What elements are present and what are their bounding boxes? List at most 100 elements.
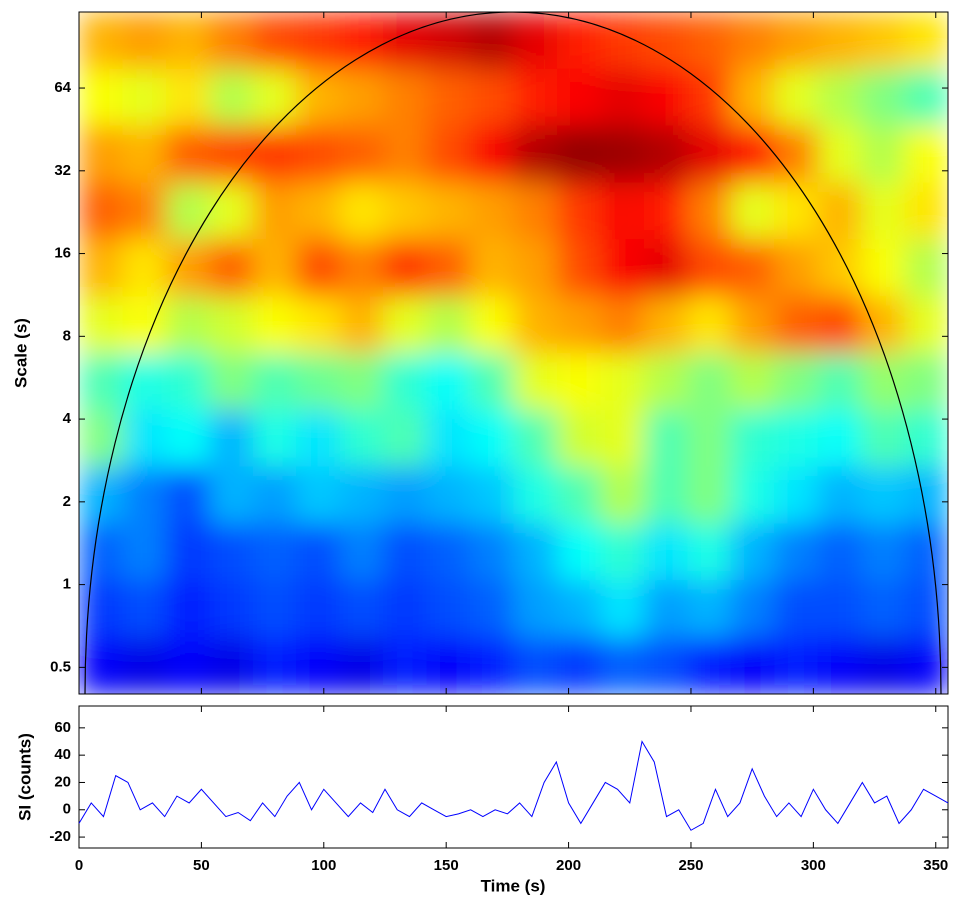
heat-cell (79, 239, 123, 297)
heat-cell (556, 580, 601, 638)
y-tick-label: 2 (63, 493, 71, 510)
heat-cell (556, 68, 601, 127)
heat-cell (600, 296, 645, 354)
heat-cell (209, 466, 254, 524)
heat-cell (252, 68, 297, 127)
heat-cell (426, 125, 471, 183)
heat-cell (774, 296, 819, 354)
heat-cell (904, 580, 948, 638)
heat-cell (209, 125, 254, 183)
heat-cell (79, 466, 123, 524)
heat-cell (296, 637, 341, 694)
heat-cell (470, 353, 514, 411)
heat-cell (600, 580, 645, 638)
heat-cell (817, 353, 862, 411)
heat-cell (165, 182, 210, 240)
heat-cell (556, 637, 601, 694)
heat-cell (600, 637, 645, 694)
heat-cell (383, 239, 428, 297)
heat-cell (296, 125, 341, 183)
heat-cell (165, 466, 210, 524)
heat-cell (774, 182, 819, 240)
x-tick-label: 200 (556, 857, 581, 874)
heat-cell (383, 296, 428, 354)
heat-cell (470, 523, 514, 581)
heat-cell (252, 296, 297, 354)
heat-cell (774, 409, 819, 468)
heat-cell (861, 239, 906, 297)
heat-cell (209, 239, 254, 297)
x-tick-label: 50 (193, 857, 210, 874)
heat-cell (556, 296, 601, 354)
heat-cell (122, 296, 167, 354)
heat-cell (209, 580, 254, 638)
heat-cell (904, 523, 948, 581)
heat-cell (339, 239, 384, 297)
heat-cell (730, 523, 775, 581)
heat-cell (774, 125, 819, 183)
heat-cell (339, 523, 384, 581)
heat-cell (383, 68, 428, 127)
heat-cell (122, 637, 167, 694)
heat-cell (79, 296, 123, 354)
heat-cell (209, 182, 254, 240)
heat-cell (296, 12, 341, 70)
x-tick-label: 0 (75, 857, 83, 874)
y-tick-label: 16 (54, 245, 71, 262)
heat-cell (774, 580, 819, 638)
heat-cell (774, 353, 819, 411)
heat-cell (730, 68, 775, 127)
heat-cell (643, 580, 688, 638)
heat-cell (861, 68, 906, 127)
heat-cell (470, 12, 514, 70)
heat-cell (730, 239, 775, 297)
heat-cell (556, 353, 601, 411)
heat-cell (513, 353, 558, 411)
heat-cell (165, 580, 210, 638)
y-tick-label: 1 (63, 576, 71, 593)
top-frame (78, 11, 949, 695)
heat-cell (774, 466, 819, 524)
heat-cell (513, 12, 558, 70)
heat-cell (252, 409, 297, 468)
heat-cell (643, 466, 688, 524)
heat-cell (817, 296, 862, 354)
heat-cell (79, 68, 123, 127)
heat-cell (730, 637, 775, 694)
heat-cell (79, 125, 123, 183)
heat-cell (252, 239, 297, 297)
heat-cell (600, 125, 645, 183)
heat-cell (904, 409, 948, 468)
heat-cell (122, 12, 167, 70)
heat-cell (426, 182, 471, 240)
heat-cell (252, 182, 297, 240)
heat-cell (556, 239, 601, 297)
x-tick-label: 100 (311, 857, 336, 874)
heat-cell (426, 409, 471, 468)
heat-cell (383, 580, 428, 638)
heat-cell (339, 580, 384, 638)
y-tick-label: 60 (54, 719, 71, 736)
heat-cell (600, 466, 645, 524)
heat-cell (252, 466, 297, 524)
x-tick-label: 300 (801, 857, 826, 874)
heat-cell (296, 239, 341, 297)
heat-cell (209, 637, 254, 694)
heat-cell (817, 239, 862, 297)
heat-cell (904, 12, 948, 70)
heat-cell (861, 182, 906, 240)
heat-cell (513, 239, 558, 297)
heat-cell (209, 523, 254, 581)
heat-cell (79, 182, 123, 240)
heat-cell (470, 580, 514, 638)
heat-cell (774, 637, 819, 694)
heat-cell (904, 125, 948, 183)
x-tick-label: 250 (678, 857, 703, 874)
heat-cell (209, 12, 254, 70)
heat-cell (643, 296, 688, 354)
heat-cell (79, 12, 123, 70)
heat-cell (600, 182, 645, 240)
heat-cell (252, 637, 297, 694)
heat-cell (165, 68, 210, 127)
heat-cell (904, 637, 948, 694)
